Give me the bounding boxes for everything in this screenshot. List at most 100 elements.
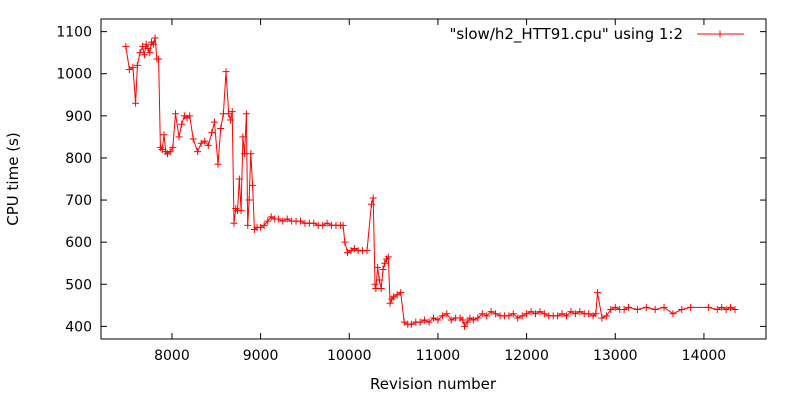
data-point	[540, 310, 548, 318]
legend-label: "slow/h2_HTT91.cpu" using 1:2	[450, 25, 684, 44]
data-point	[554, 312, 562, 320]
y-tick-label-2: 600	[65, 235, 92, 251]
data-point	[249, 181, 257, 189]
data-point	[400, 318, 408, 326]
data-point	[492, 310, 500, 318]
data-point	[563, 312, 570, 320]
data-point	[144, 44, 152, 52]
data-point	[186, 112, 194, 120]
data-point	[140, 51, 148, 59]
data-point	[129, 63, 137, 71]
data-point	[731, 306, 739, 314]
data-point	[132, 99, 140, 107]
data-point	[347, 247, 355, 255]
data-point	[651, 306, 659, 314]
data-point	[351, 244, 359, 252]
data-point	[633, 306, 641, 314]
data-point	[527, 308, 535, 316]
data-point	[239, 133, 247, 141]
data-point	[687, 303, 695, 311]
data-point	[642, 303, 650, 311]
data-point	[381, 259, 389, 267]
y-tick-label-6: 1000	[56, 67, 92, 83]
data-point	[241, 150, 249, 158]
data-point	[283, 215, 291, 223]
data-point	[536, 308, 544, 316]
data-point	[175, 133, 183, 141]
data-point	[142, 40, 150, 48]
data-point	[463, 318, 471, 326]
data-point	[146, 49, 154, 57]
data-point	[319, 221, 327, 229]
data-point	[678, 306, 686, 314]
x-tick-label-3: 11000	[416, 348, 461, 364]
y-axis-ticks: 400 500 600 700 800 900 1000 1100	[56, 25, 766, 335]
data-point	[201, 137, 209, 145]
data-point	[620, 306, 628, 314]
data-point	[133, 61, 141, 69]
data-point	[509, 310, 517, 318]
data-point	[660, 303, 668, 311]
data-point	[625, 303, 633, 311]
data-point	[158, 146, 166, 154]
data-point	[727, 303, 735, 311]
data-point	[242, 110, 250, 118]
data-point	[136, 49, 144, 57]
data-point	[369, 194, 377, 202]
legend: "slow/h2_HTT91.cpu" using 1:2	[450, 25, 744, 44]
data-point	[430, 314, 437, 322]
data-point	[171, 110, 179, 118]
data-point	[514, 314, 522, 322]
y-tick-label-4: 800	[65, 151, 92, 167]
data-point	[375, 276, 383, 284]
data-point	[722, 306, 730, 314]
data-point	[397, 289, 405, 297]
data-point	[226, 116, 234, 124]
data-point	[341, 238, 349, 246]
data-point	[149, 40, 157, 48]
x-tick-label-6: 14000	[682, 348, 727, 364]
data-point	[713, 306, 721, 314]
data-point	[576, 308, 584, 316]
data-point	[247, 150, 255, 158]
series-group	[122, 34, 739, 330]
data-point	[279, 217, 287, 225]
data-point	[257, 223, 265, 231]
data-point	[151, 34, 159, 42]
data-point	[166, 148, 174, 156]
y-tick-label-1: 500	[65, 277, 92, 293]
data-point	[367, 200, 375, 208]
data-point	[260, 221, 268, 229]
data-point	[339, 221, 347, 229]
data-point	[602, 312, 610, 320]
data-point	[264, 217, 272, 225]
data-point	[374, 263, 382, 271]
data-point	[267, 213, 275, 221]
data-point	[274, 215, 282, 223]
data-point	[558, 310, 566, 318]
data-point	[531, 310, 539, 318]
data-point	[208, 129, 216, 137]
data-point	[505, 312, 513, 320]
data-point	[386, 299, 394, 307]
data-point	[343, 249, 351, 257]
data-point	[155, 55, 163, 63]
data-point	[592, 310, 600, 318]
data-point	[704, 303, 712, 311]
data-point	[210, 118, 218, 126]
data-point	[594, 289, 602, 297]
data-point	[310, 219, 318, 227]
data-point	[194, 148, 202, 156]
legend-marker-plus	[716, 30, 724, 38]
data-point	[393, 291, 401, 299]
data-point	[523, 310, 531, 318]
data-point	[416, 318, 424, 326]
data-point	[222, 68, 230, 76]
data-point	[228, 108, 236, 116]
data-point	[169, 143, 177, 151]
data-point	[217, 124, 225, 132]
data-point	[371, 280, 379, 288]
x-tick-label-1: 9000	[243, 348, 279, 364]
